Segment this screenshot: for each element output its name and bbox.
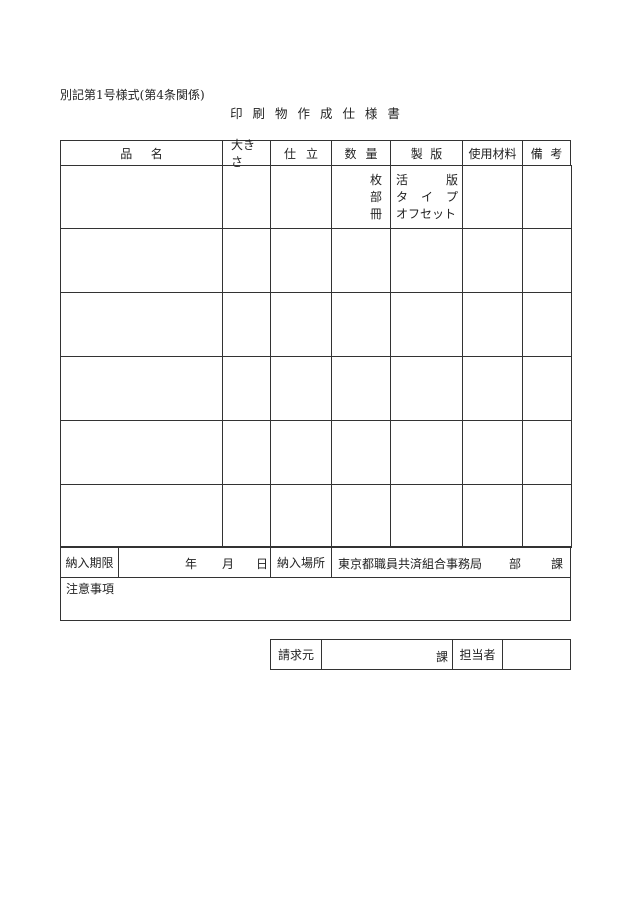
header-text: 名 — [150, 146, 163, 161]
place-value: 東京都職員共済組合事務局 — [338, 557, 483, 571]
requester-label-cell: 請求元 — [270, 639, 322, 670]
plate-option-type: タイプ — [396, 189, 458, 206]
cell-item-name[interactable] — [60, 292, 223, 357]
person-label: 担当者 — [459, 648, 496, 662]
cell-binding[interactable] — [270, 356, 332, 421]
header-text: 版 — [430, 146, 443, 161]
header-text: 備 — [530, 146, 543, 161]
option-text: 活 — [396, 173, 409, 187]
header-binding: 仕立 — [270, 140, 332, 166]
cell-item-name[interactable] — [60, 420, 223, 485]
option-text: 版 — [445, 173, 458, 187]
cell-materials[interactable] — [462, 292, 523, 357]
cell-item-name[interactable] — [60, 165, 223, 229]
option-text: プ — [445, 190, 458, 204]
cell-binding[interactable] — [270, 228, 332, 293]
unit-copies: 部 — [370, 190, 383, 204]
cell-plate[interactable] — [390, 420, 463, 485]
quantity-units: 枚 部 冊 — [370, 172, 382, 223]
header-text: 仕 — [283, 146, 296, 161]
cell-plate[interactable] — [390, 228, 463, 293]
cell-materials[interactable] — [462, 484, 523, 548]
department-unit: 部 — [509, 557, 522, 571]
unit-sheets: 枚 — [370, 173, 383, 187]
cell-plate[interactable] — [390, 292, 463, 357]
requester-label: 請求元 — [277, 648, 314, 662]
header-size: 大きさ — [222, 138, 271, 169]
cell-size[interactable] — [222, 356, 271, 421]
deadline-label: 納入期限 — [65, 555, 114, 570]
cell-size[interactable] — [222, 420, 271, 485]
cell-binding[interactable] — [270, 484, 332, 548]
cell-materials[interactable] — [462, 420, 523, 485]
cell-materials[interactable] — [462, 165, 523, 229]
year-unit: 年 — [185, 557, 198, 571]
month-unit: 月 — [222, 557, 235, 571]
cell-quantity[interactable] — [331, 292, 391, 357]
cell-materials[interactable] — [462, 228, 523, 293]
cell-size[interactable] — [222, 228, 271, 293]
day-unit: 日 — [256, 557, 269, 571]
section-unit: 課 — [435, 650, 448, 664]
option-text: タ — [396, 190, 409, 204]
cell-item-name[interactable] — [60, 356, 223, 421]
cell-remarks[interactable] — [522, 356, 572, 421]
form-label: 別記第1号様式(第4条関係) — [60, 88, 205, 102]
deadline-label-cell: 納入期限 — [60, 546, 119, 578]
cell-item-name[interactable] — [60, 228, 223, 293]
cell-item-name[interactable] — [60, 484, 223, 548]
cell-binding[interactable] — [270, 420, 332, 485]
place-value-cell[interactable]: 東京都職員共済組合事務局 部 課 — [331, 546, 571, 578]
plate-options: 活版 タイプ オフセット — [396, 172, 458, 223]
cell-remarks[interactable] — [522, 484, 572, 548]
cell-materials[interactable] — [462, 356, 523, 421]
unit-volumes: 冊 — [370, 207, 383, 221]
header-text: 立 — [305, 146, 318, 161]
plate-option-letterpress: 活版 — [396, 172, 458, 189]
cell-size[interactable] — [222, 484, 271, 548]
cell-quantity[interactable] — [331, 228, 391, 293]
deadline-value-cell[interactable]: 年 月 日 — [118, 546, 271, 578]
cell-remarks[interactable] — [522, 420, 572, 485]
cell-quantity[interactable] — [331, 484, 391, 548]
cell-quantity[interactable] — [331, 356, 391, 421]
header-text: 数 — [344, 146, 357, 161]
header-quantity: 数量 — [331, 140, 391, 166]
plate-option-offset: オフセット — [396, 207, 457, 221]
header-plate: 製版 — [390, 140, 463, 166]
header-text: 製 — [410, 146, 423, 161]
cell-remarks[interactable] — [522, 292, 572, 357]
requester-value-cell[interactable]: 課 — [321, 639, 453, 670]
header-text: 考 — [550, 146, 563, 161]
cell-remarks[interactable] — [522, 165, 572, 229]
header-text: 品 — [120, 146, 133, 161]
header-remarks: 備考 — [522, 140, 571, 166]
section-unit: 課 — [551, 557, 564, 571]
cell-quantity[interactable] — [331, 420, 391, 485]
person-value-cell[interactable] — [502, 639, 571, 670]
cell-binding[interactable] — [270, 292, 332, 357]
page-title: 印 刷 物 作 成 仕 様 書 — [230, 106, 400, 121]
cell-size[interactable] — [222, 165, 271, 229]
person-label-cell: 担当者 — [452, 639, 503, 670]
cell-remarks[interactable] — [522, 228, 572, 293]
header-text: 使用材料 — [468, 146, 517, 161]
header-item-name: 品名 — [60, 140, 223, 166]
place-label-cell: 納入場所 — [270, 546, 332, 578]
place-label: 納入場所 — [276, 555, 325, 570]
notes-cell[interactable]: 注意事項 — [60, 577, 571, 621]
cell-plate[interactable] — [390, 356, 463, 421]
notes-label: 注意事項 — [66, 582, 115, 596]
header-text: 量 — [365, 146, 378, 161]
header-materials: 使用材料 — [462, 140, 523, 166]
cell-size[interactable] — [222, 292, 271, 357]
cell-binding[interactable] — [270, 165, 332, 229]
cell-plate[interactable] — [390, 484, 463, 548]
option-text: イ — [420, 190, 433, 204]
